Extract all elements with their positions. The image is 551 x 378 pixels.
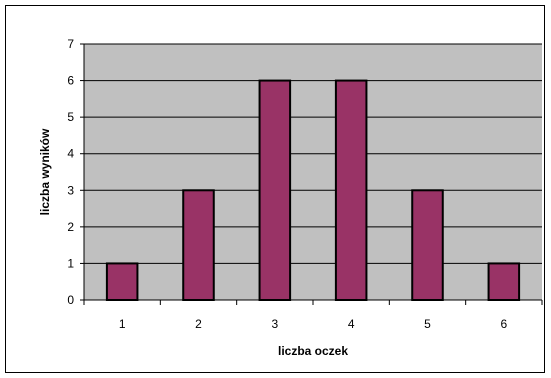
y-tick-labels: 0 1 2 3 4 5 6 7 — [67, 37, 74, 307]
axes — [80, 43, 543, 305]
x-tick-label: 3 — [271, 317, 278, 331]
y-tick-label: 6 — [67, 74, 74, 88]
gridlines — [84, 43, 542, 264]
x-tick-label: 4 — [348, 317, 355, 331]
bar — [487, 262, 521, 301]
bars — [105, 79, 521, 302]
y-tick-label: 2 — [67, 220, 74, 234]
x-tick-label: 1 — [119, 317, 126, 331]
y-tick-label: 4 — [67, 147, 74, 161]
bar — [105, 262, 139, 301]
bar — [334, 79, 368, 301]
y-tick-label: 1 — [67, 256, 74, 270]
x-tick-label: 6 — [500, 317, 507, 331]
y-tick-label: 3 — [67, 183, 74, 197]
y-tick-label: 7 — [67, 37, 74, 51]
x-tick-label: 2 — [195, 317, 202, 331]
y-tick-label: 0 — [67, 293, 74, 307]
x-axis-title: liczba oczek — [278, 344, 348, 358]
y-tick-label: 5 — [67, 110, 74, 124]
x-tick-labels: 1 2 3 4 5 6 — [119, 317, 508, 331]
x-tick-label: 5 — [424, 317, 431, 331]
plot-area — [84, 44, 542, 300]
y-axis-title: liczba wyników — [38, 128, 52, 215]
bar — [182, 189, 215, 302]
plot-area-group — [84, 44, 542, 300]
bar — [258, 79, 292, 301]
bar — [411, 189, 444, 302]
